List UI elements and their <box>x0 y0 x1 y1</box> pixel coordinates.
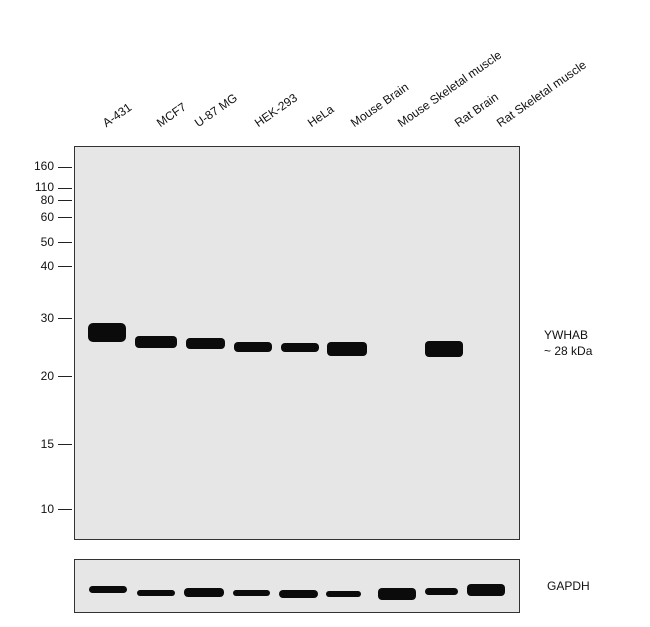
lane-label-a431: A-431 <box>99 100 135 130</box>
lane-label-hela: HeLa <box>304 102 337 130</box>
mw-label-30: 30 <box>40 311 54 325</box>
mw-tick-80 <box>58 200 72 201</box>
mw-label-160: 160 <box>33 159 54 173</box>
gapdh-band-rat-skeletal-muscle <box>467 584 505 596</box>
mw-tick-110 <box>58 188 72 189</box>
mw-label-110: 110 <box>34 180 54 194</box>
gapdh-band-hek293 <box>233 590 270 596</box>
lane-label-rat-skeletal-muscle: Rat Skeletal muscle <box>493 57 589 130</box>
target-name: YWHAB <box>544 328 589 342</box>
ywhab-band-rat-brain <box>425 341 463 357</box>
ywhab-band-u87mg <box>186 338 225 349</box>
gapdh-band-mouse-skeletal-muscle <box>378 588 416 600</box>
mw-tick-30 <box>58 318 72 319</box>
loading-control-panel <box>74 559 520 613</box>
mw-tick-10 <box>58 509 72 510</box>
mw-tick-60 <box>58 217 72 218</box>
gapdh-band-mcf7 <box>137 590 175 596</box>
ywhab-band-mcf7 <box>135 336 177 348</box>
ywhab-band-hela <box>281 343 319 352</box>
mw-label-20: 20 <box>40 369 54 383</box>
ywhab-band-hek293 <box>234 342 272 352</box>
lane-label-rat-brain: Rat Brain <box>451 89 501 130</box>
mw-tick-160 <box>58 167 72 168</box>
lane-label-mcf7: MCF7 <box>153 99 189 130</box>
mw-tick-15 <box>58 444 72 445</box>
mw-tick-20 <box>58 376 72 377</box>
ywhab-band-mouse-brain <box>327 342 367 356</box>
mw-tick-50 <box>58 242 72 243</box>
lane-label-u87mg: U-87 MG <box>191 90 240 130</box>
mw-label-15: 15 <box>40 437 54 451</box>
lane-label-mouse-skeletal-muscle: Mouse Skeletal muscle <box>394 47 505 130</box>
mw-label-80: 80 <box>40 193 54 207</box>
gapdh-band-a431 <box>89 586 127 593</box>
mw-label-10: 10 <box>40 502 54 516</box>
mw-label-50: 50 <box>40 235 54 249</box>
gapdh-band-u87mg <box>184 588 224 597</box>
gapdh-band-mouse-brain <box>326 591 361 597</box>
mw-label-60: 60 <box>40 210 54 224</box>
gapdh-band-rat-brain <box>425 588 458 595</box>
lane-label-hek293: HEK-293 <box>251 90 300 130</box>
gapdh-band-hela <box>279 590 318 598</box>
ywhab-band-a431 <box>88 323 126 342</box>
target-size: ~ 28 kDa <box>544 344 593 358</box>
target-label: YWHAB ~ 28 kDa <box>544 327 592 359</box>
mw-label-40: 40 <box>40 259 54 273</box>
control-label: GAPDH <box>547 579 590 593</box>
main-blot-panel <box>74 146 520 540</box>
mw-tick-40 <box>58 266 72 267</box>
